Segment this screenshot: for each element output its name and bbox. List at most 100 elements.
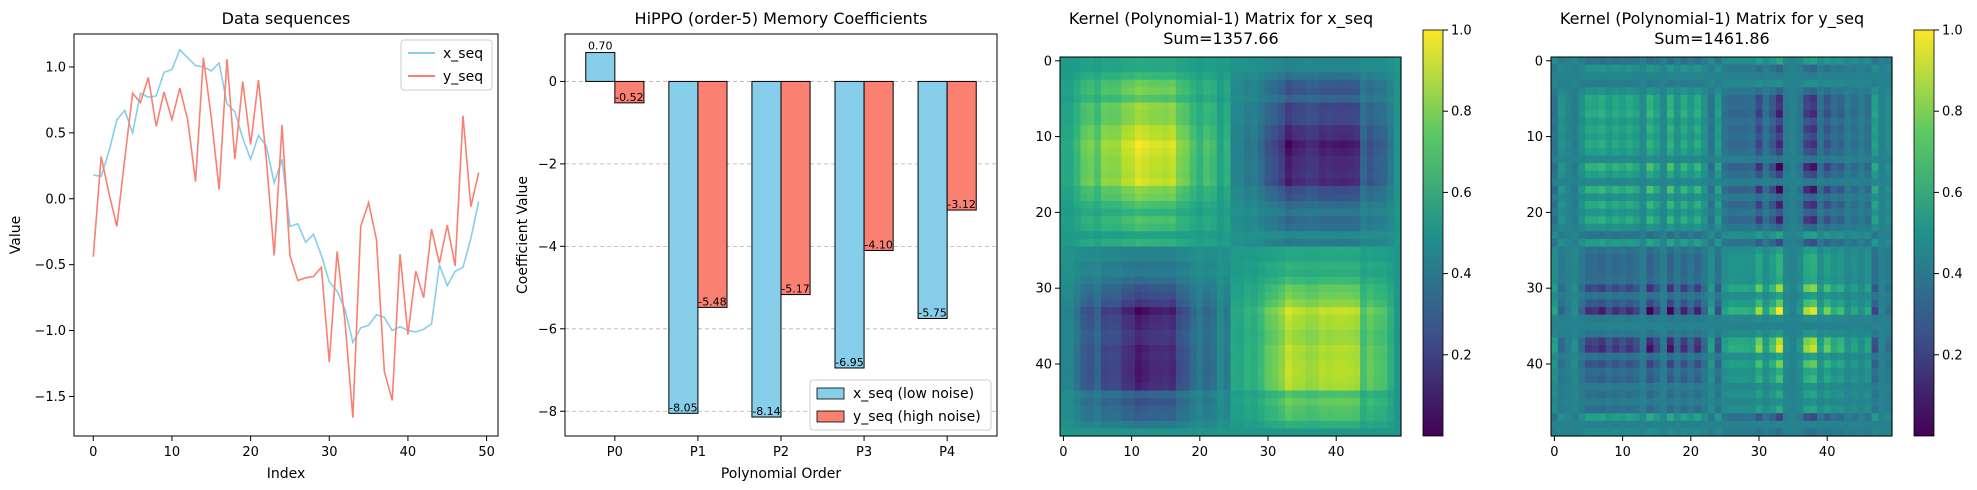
heatmap-cell bbox=[1578, 185, 1586, 195]
heatmap-cell bbox=[1060, 72, 1068, 81]
heatmap-cell bbox=[1339, 110, 1348, 119]
heatmap-cell bbox=[1250, 375, 1259, 384]
heatmap-cell bbox=[1060, 352, 1068, 361]
heatmap-cell bbox=[1585, 216, 1593, 225]
heatmap-cell bbox=[1666, 284, 1675, 293]
heatmap-cell bbox=[1346, 291, 1354, 301]
heatmap-cell bbox=[1871, 375, 1879, 384]
heatmap-cell bbox=[1578, 117, 1586, 126]
heatmap-cell bbox=[1175, 238, 1184, 248]
heatmap-cell bbox=[1796, 155, 1804, 164]
heatmap-cell bbox=[1653, 405, 1661, 414]
heatmap-cell bbox=[1701, 398, 1709, 407]
heatmap-cell bbox=[1557, 102, 1566, 111]
heatmap-cell bbox=[1244, 79, 1252, 88]
heatmap-cell bbox=[1626, 147, 1634, 157]
heatmap-cell bbox=[1394, 64, 1402, 73]
heatmap-cell bbox=[1782, 132, 1791, 141]
heatmap-cell bbox=[1612, 390, 1620, 399]
heatmap-cell bbox=[1189, 110, 1197, 119]
heatmap-cell bbox=[1680, 337, 1688, 346]
heatmap-cell bbox=[1312, 185, 1320, 195]
colorbar-tick-label: 0.8 bbox=[1451, 105, 1472, 120]
heatmap-cell bbox=[1298, 155, 1307, 164]
heatmap-cell bbox=[1107, 155, 1116, 164]
heatmap-cell bbox=[1878, 322, 1886, 331]
heatmap-cell bbox=[1210, 382, 1218, 392]
heatmap-cell bbox=[1141, 163, 1150, 172]
heatmap-cell bbox=[1148, 94, 1157, 104]
heatmap-cell bbox=[1612, 329, 1620, 339]
heatmap-cell bbox=[1107, 314, 1116, 323]
heatmap-cell bbox=[1196, 185, 1204, 195]
heatmap-cell bbox=[1319, 276, 1327, 285]
heatmap-cell bbox=[1878, 299, 1886, 308]
heatmap-cell bbox=[1298, 254, 1307, 263]
heatmap-cell bbox=[1073, 405, 1082, 414]
heatmap-cell bbox=[1823, 291, 1832, 301]
heatmap-cell bbox=[1653, 345, 1661, 354]
heatmap-cell bbox=[1701, 314, 1709, 323]
bar-value-label: -8.14 bbox=[752, 405, 780, 418]
heatmap-cell bbox=[1203, 110, 1211, 119]
heatmap-cell bbox=[1619, 170, 1627, 179]
heatmap-cell bbox=[1237, 102, 1245, 111]
heatmap-cell bbox=[1598, 413, 1607, 422]
heatmap-cell bbox=[1885, 276, 1893, 285]
heatmap-cell bbox=[1803, 231, 1811, 240]
heatmap-cell bbox=[1346, 117, 1354, 126]
heatmap-cell bbox=[1789, 367, 1798, 376]
heatmap-cell bbox=[1639, 291, 1648, 301]
heatmap-cell bbox=[1789, 322, 1798, 331]
heatmap-cell bbox=[1755, 185, 1764, 195]
heatmap-cell bbox=[1094, 382, 1102, 392]
heatmap-cell bbox=[1230, 64, 1238, 73]
heatmap-cell bbox=[1271, 87, 1279, 96]
heatmap-cell bbox=[1591, 193, 1600, 202]
heatmap-cell bbox=[1796, 269, 1804, 278]
heatmap-cell bbox=[1680, 360, 1688, 369]
heatmap-cell bbox=[1741, 170, 1750, 179]
heatmap-cell bbox=[1864, 269, 1873, 278]
heatmap-cell bbox=[1803, 284, 1811, 293]
heatmap-cell bbox=[1216, 345, 1225, 354]
heatmap-cell bbox=[1244, 201, 1252, 210]
heatmap-cell bbox=[1728, 147, 1736, 157]
heatmap-cell bbox=[1087, 208, 1095, 217]
heatmap-cell bbox=[1230, 125, 1238, 134]
heatmap-cell bbox=[1639, 110, 1648, 119]
heatmap-cell bbox=[1871, 208, 1879, 217]
heatmap-cell bbox=[1687, 375, 1695, 384]
heatmap-cell bbox=[1830, 246, 1839, 255]
heatmap-cell bbox=[1366, 261, 1375, 270]
heatmap-cell bbox=[1714, 375, 1723, 384]
heatmap-cell bbox=[1598, 284, 1607, 293]
heatmap-cell bbox=[1087, 117, 1095, 126]
heatmap-cell bbox=[1735, 360, 1743, 369]
heatmap-cell bbox=[1830, 102, 1839, 111]
heatmap-cell bbox=[1605, 284, 1613, 293]
heatmap-cell bbox=[1728, 132, 1736, 141]
heatmap-cell bbox=[1680, 345, 1688, 354]
heatmap-cell bbox=[1830, 87, 1839, 96]
heatmap-cell bbox=[1721, 155, 1729, 164]
heatmap-cell bbox=[1707, 261, 1716, 270]
heatmap-cell bbox=[1639, 390, 1648, 399]
heatmap-cell bbox=[1844, 117, 1852, 126]
heatmap-cell bbox=[1585, 102, 1593, 111]
heatmap-cell bbox=[1639, 322, 1648, 331]
heatmap-cell bbox=[1626, 360, 1634, 369]
heatmap-cell bbox=[1141, 314, 1150, 323]
heatmap-cell bbox=[1387, 201, 1395, 210]
heatmap-cell bbox=[1237, 238, 1245, 248]
heatmap-cell bbox=[1728, 87, 1736, 96]
heatmap-cell bbox=[1237, 345, 1245, 354]
heatmap-cell bbox=[1714, 291, 1723, 301]
heatmap-cell bbox=[1203, 223, 1211, 232]
heatmap-cell bbox=[1878, 110, 1886, 119]
heatmap-cell bbox=[1701, 94, 1709, 104]
heatmap-cell bbox=[1851, 398, 1859, 407]
heatmap-cell bbox=[1619, 261, 1627, 270]
heatmap-cell bbox=[1182, 367, 1191, 376]
heatmap-cell bbox=[1551, 314, 1559, 323]
